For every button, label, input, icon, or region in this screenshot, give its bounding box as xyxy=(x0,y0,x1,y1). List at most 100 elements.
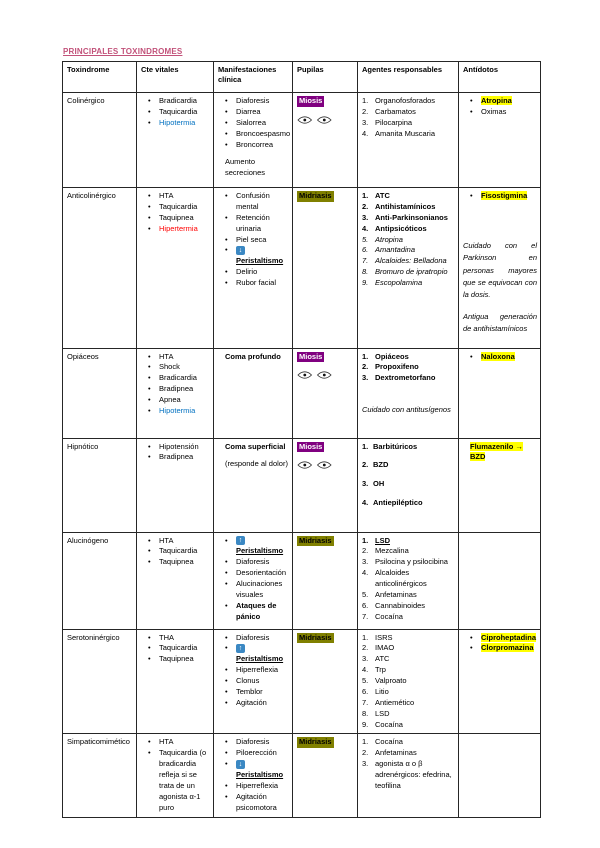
list-item: Diarrea xyxy=(225,107,289,118)
list-item: Piloerección xyxy=(225,748,289,759)
agent-item: 4. Trp xyxy=(362,665,455,676)
list-item: Bradicardia xyxy=(148,96,210,107)
list-item: Taquicardia xyxy=(148,107,210,118)
vitals-list: HTATaquicardia (o bradicardia refleja si… xyxy=(141,737,210,813)
agent-item: 2. BZD xyxy=(362,460,455,471)
cell-agentes: 1. Barbitúricos 2. BZD 3. OH 4. Antiepiléptico xyxy=(357,437,459,533)
agent-number: 4. xyxy=(362,665,369,675)
table-row: Colinérgico BradicardiaTaquicardiaHipoter… xyxy=(62,92,541,188)
cell-manifestaciones: DiaforesisPiloerección↓PeristaltismoHipe… xyxy=(213,733,293,818)
cell-text: Peristaltismo xyxy=(236,546,284,556)
toxindromes-table: Toxindrome Cte vitales Manifestaciones clí… xyxy=(62,61,541,818)
cell-text: Hipotermia xyxy=(159,405,196,415)
cell-text: Diaforesis xyxy=(236,96,270,105)
agents-list: 1. Opiáceos 2. Propoxifeno 3. Dextrometorfano xyxy=(362,352,455,385)
agent-number: 6. xyxy=(362,686,369,696)
agent-number: 1. xyxy=(362,632,369,642)
up-arrow-icon: ↑ xyxy=(236,643,245,653)
list-item: Naloxona xyxy=(470,351,537,363)
manifestations-list: Coma superficial (responde al dolor) xyxy=(218,442,289,471)
cell-text: Amantadina xyxy=(375,245,416,255)
agent-item: 2. Antihistamínicos xyxy=(362,202,455,213)
cell-pupilas: Midriasis xyxy=(292,628,358,735)
cell-text: Barbitúricos xyxy=(373,441,418,451)
cell-text: Taquicardia xyxy=(159,106,198,116)
column-header-antidotos: Antídotos xyxy=(458,61,541,93)
cell-text: Piel seca xyxy=(236,234,267,244)
cell-text: ATC xyxy=(375,654,390,664)
list-item: Alucinaciones visuales xyxy=(225,579,289,601)
cell-text: HTA xyxy=(159,737,174,747)
column-header-cte-vitales: Cte vitales xyxy=(136,61,214,93)
cell-text: Taquipnea xyxy=(159,654,194,664)
cell-text: Alucinógeno xyxy=(67,535,109,545)
cell-pupilas: Midriasis xyxy=(292,733,358,818)
list-item: Apnea xyxy=(148,395,210,406)
cell-antidotos: Flumazenilo → BZD xyxy=(458,437,541,533)
cell-vitales: HTATaquicardiaTaquipneaHipertermia xyxy=(136,187,214,349)
list-item: Taquicardia xyxy=(148,202,210,213)
cell-text: Apnea xyxy=(159,395,181,404)
cell-pupilas: Midriasis xyxy=(292,531,358,630)
cell-text: Hiperreflexia xyxy=(236,665,279,675)
list-item: THA xyxy=(148,633,210,644)
agent-number: 7. xyxy=(362,697,369,707)
cell-agentes: 1. Organofosforados 2. Carbamatos 3. Pilocarp… xyxy=(357,92,459,188)
agent-number: 9. xyxy=(362,278,369,287)
cell-toxindrome: Serotoninérgico xyxy=(62,628,137,735)
cell-vitales: BradicardiaTaquicardiaHipotermia xyxy=(136,92,214,188)
cell-text: Diaforesis xyxy=(236,632,270,642)
cell-agentes: 1. ISRS 2. IMAO 3. ATC 4. Trp 5. Valproato 6. Litio… xyxy=(357,628,459,735)
agent-number: 1. xyxy=(362,737,369,747)
agent-item: 3. agonista α o β adrenérgicos: efedrina,… xyxy=(362,759,455,792)
cell-text: Diaforesis xyxy=(236,557,270,567)
cell-agentes: 1. Opiáceos 2. Propoxifeno 3. Dextrometorfano… xyxy=(357,347,459,439)
cell-text: Oximas xyxy=(481,106,507,116)
agents-list: 1. Organofosforados 2. Carbamatos 3. Pilocarp… xyxy=(362,96,455,140)
cell-text: HTA xyxy=(159,351,174,361)
cell-toxindrome: Simpaticomimético xyxy=(62,733,137,818)
cell-antidotos xyxy=(458,733,541,818)
agent-number: 6. xyxy=(362,600,369,610)
manifestations-list: Confusión mentalRetención urinariaPiel s… xyxy=(218,191,289,289)
list-item: Agitación xyxy=(225,698,289,709)
agent-item: 2. Propoxifeno xyxy=(362,362,455,373)
agent-number: 1. xyxy=(362,351,369,361)
cell-text: Bradipnea xyxy=(159,384,194,394)
cell-manifestaciones: Coma profundo xyxy=(213,347,293,439)
cell-text: Dextrometorfano xyxy=(375,373,436,383)
antidotes-list: AtropinaOximas xyxy=(463,96,537,118)
cell-text: Hipotermia xyxy=(159,117,196,127)
cell-text: Piloerección xyxy=(236,748,277,758)
list-item: Clorpromazina xyxy=(470,643,537,654)
agent-item: 1. Cocaína xyxy=(362,737,455,748)
cell-toxindrome: Alucinógeno xyxy=(62,531,137,630)
cell-text: Hipertermia xyxy=(159,223,198,233)
cell-text: Retención urinaria xyxy=(236,212,270,233)
agent-number: 2. xyxy=(362,546,369,556)
cell-text: Clorpromazina xyxy=(481,643,534,653)
cell-text: IMAO xyxy=(375,643,395,653)
pupil-chip: Midriasis xyxy=(297,632,334,644)
header-row: Toxindrome Cte vitales Manifestaciones clí… xyxy=(62,61,541,93)
cell-text: HTA xyxy=(159,535,174,545)
agent-number: 3. xyxy=(362,557,369,567)
eyes-icon xyxy=(297,460,354,472)
antidotes-list: CiproheptadinaClorpromazina xyxy=(463,632,537,655)
agent-number: 9. xyxy=(362,719,369,729)
cell-text: Peristaltismo xyxy=(236,256,284,266)
cell-text: Ataques de pánico xyxy=(236,600,277,621)
agent-item: 9. Escopolamina xyxy=(362,278,455,289)
cell-text: Aumento secreciones xyxy=(225,157,266,178)
agent-item: 1. Opiáceos xyxy=(362,352,455,363)
agent-item: 5. Valproato xyxy=(362,676,455,687)
pupil-chip: Midriasis xyxy=(297,191,334,202)
column-header-pupilas: Pupilas xyxy=(292,61,358,93)
agent-number: 1. xyxy=(362,535,369,545)
cell-pupilas: Midriasis xyxy=(292,187,358,349)
cell-toxindrome: Colinérgico xyxy=(62,92,137,188)
eyes-icon xyxy=(297,115,354,127)
cell-text: Ciproheptadina xyxy=(481,632,537,642)
table-row: Hipnótico HipotensiónBradipnea Coma superf… xyxy=(62,437,541,533)
cell-text: Taquicardia xyxy=(159,546,198,556)
